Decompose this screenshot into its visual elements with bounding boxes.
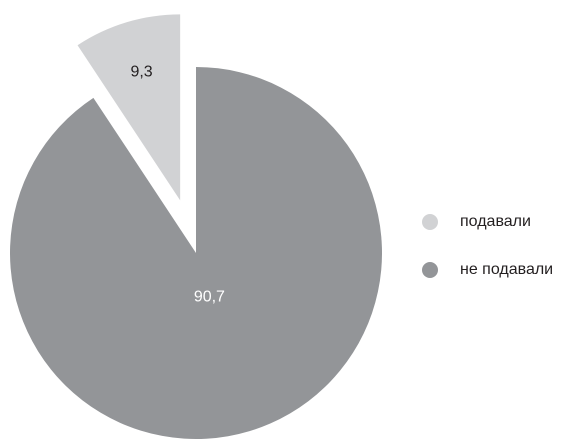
legend-label: подавали (460, 213, 531, 230)
legend-swatch (422, 214, 438, 230)
data-label: 9,3 (130, 63, 152, 80)
data-label: 90,7 (194, 289, 225, 306)
legend-label: не подавали (460, 261, 553, 278)
legend-swatch (422, 262, 438, 278)
pie-slice (9, 67, 383, 439)
pie-slice (77, 14, 181, 201)
